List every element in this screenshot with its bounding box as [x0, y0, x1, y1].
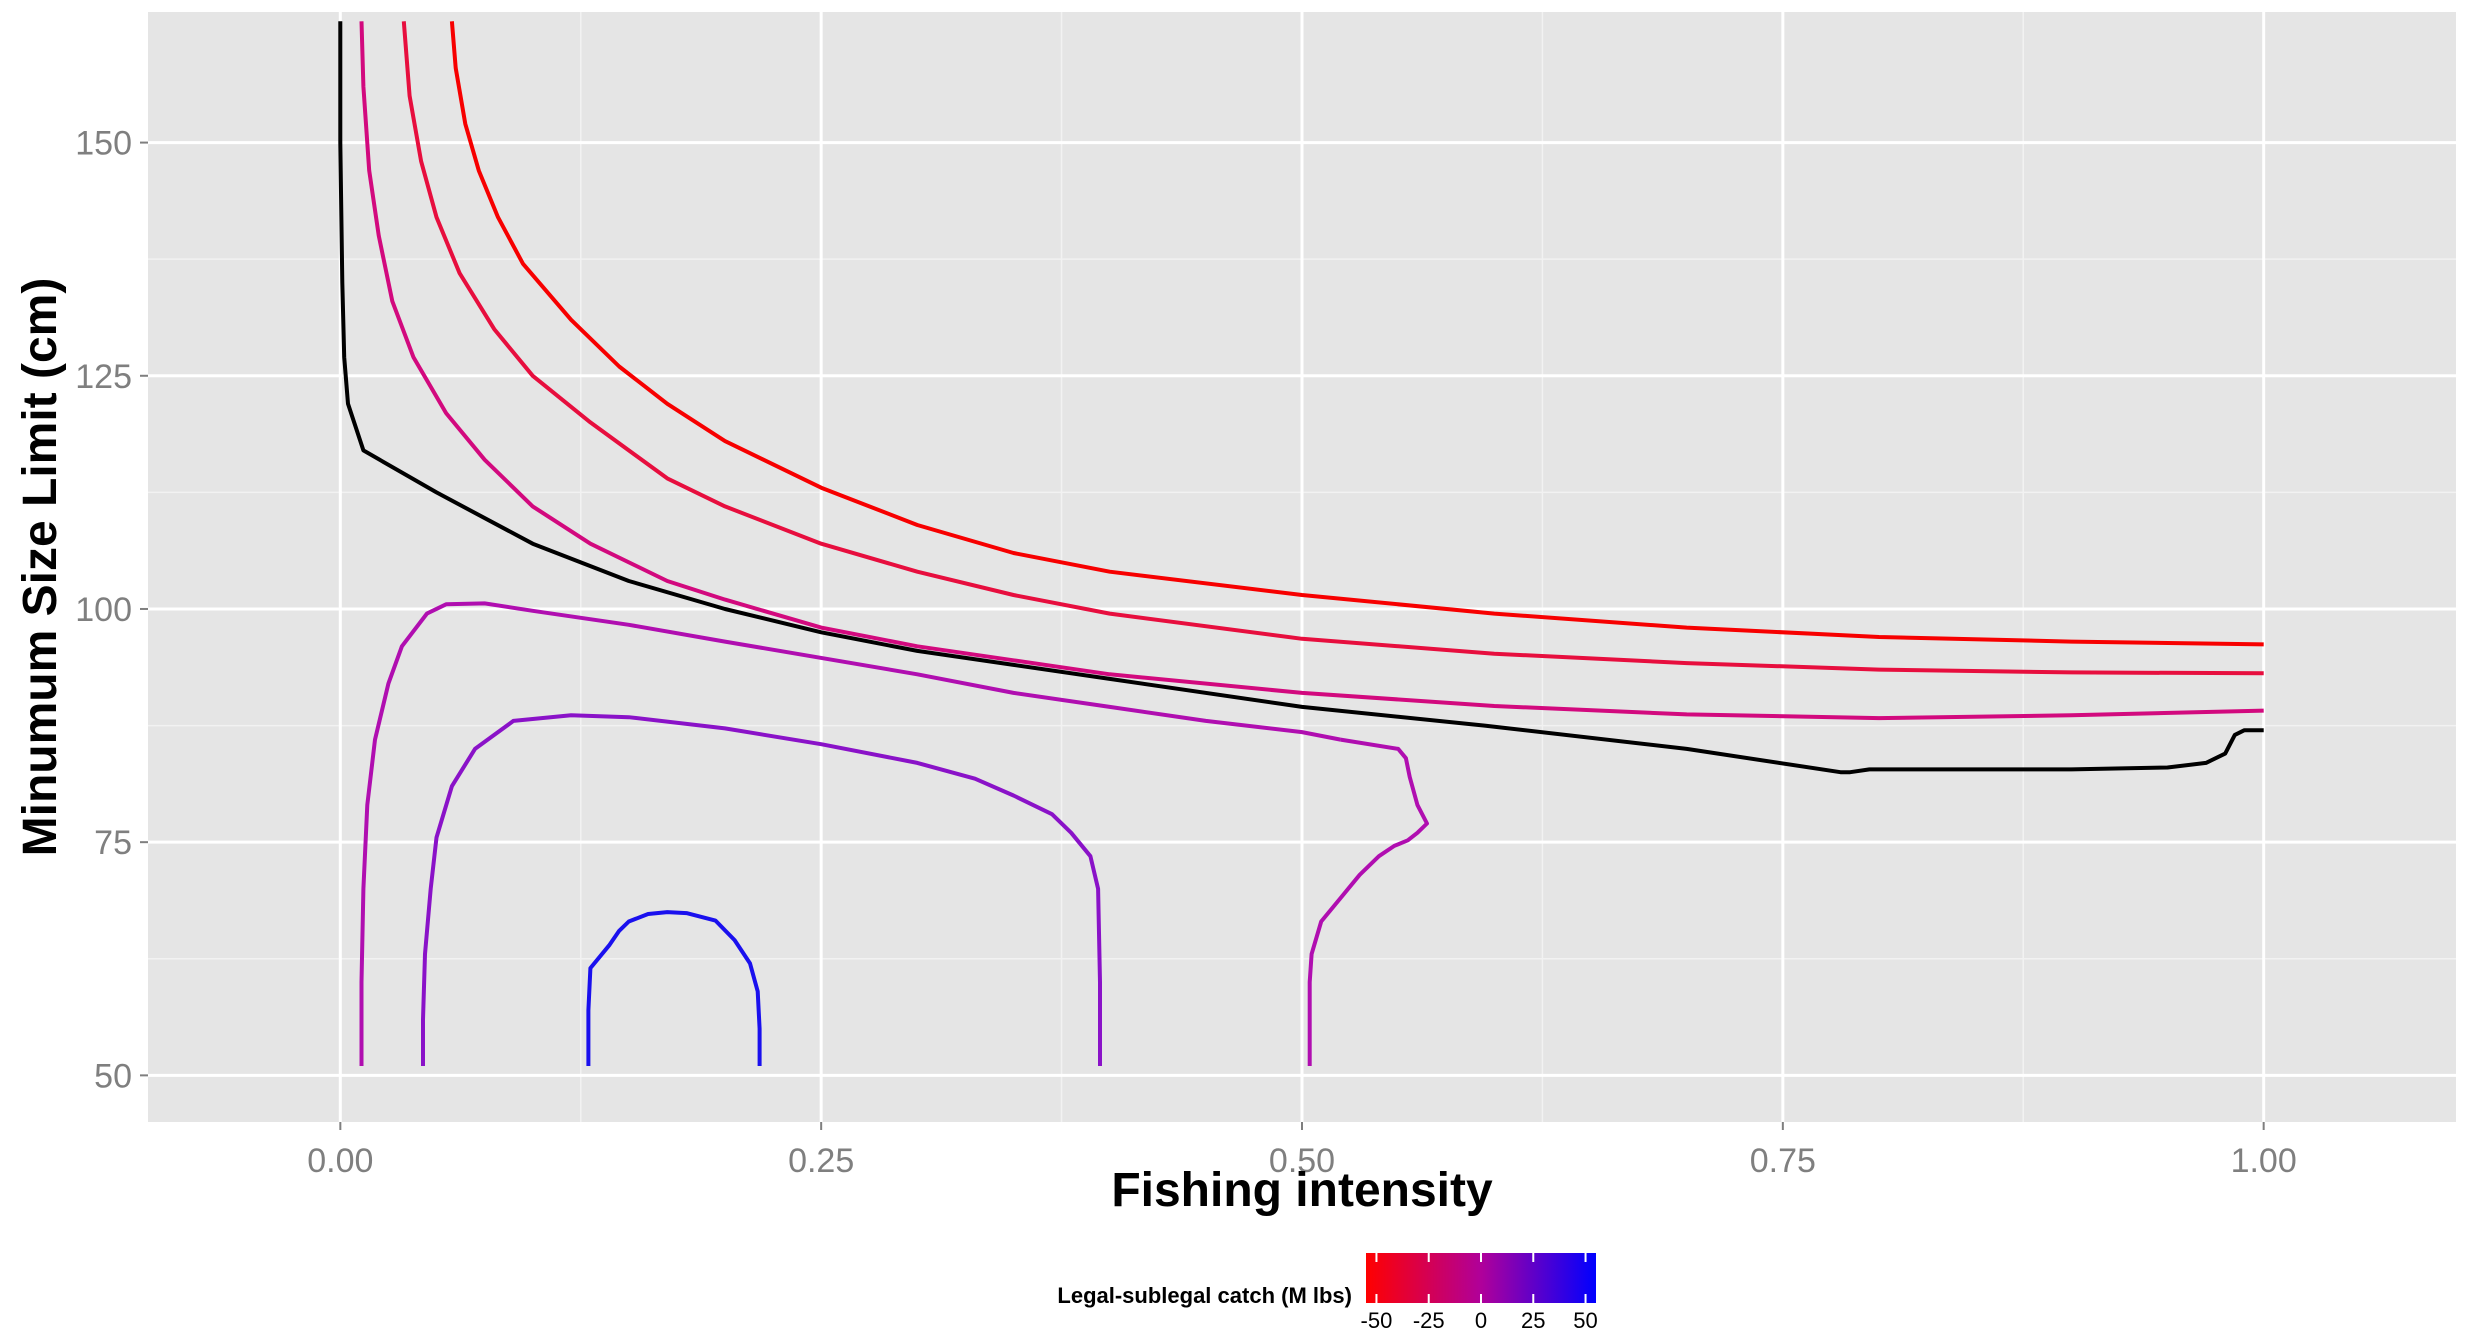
legend-tick-label: 0 [1475, 1308, 1487, 1333]
legend: Legal-sublegal catch (M lbs) -50 -25 0 25 50 [1057, 1253, 1598, 1333]
x-tick-label: 0.50 [1269, 1142, 1335, 1180]
y-tick-label: 75 [94, 824, 132, 862]
contour-line-level-50 [586, 910, 762, 1066]
x-tick-label: 0.00 [307, 1142, 373, 1180]
legend-title: Legal-sublegal catch (M lbs) [1057, 1283, 1352, 1308]
contour-line-level-12 [359, 601, 1341, 1066]
legend-tick-label: 25 [1521, 1308, 1545, 1333]
x-tick-label: 1.00 [2231, 1142, 2297, 1180]
contour-line-level-25 [421, 713, 1102, 1066]
y-tick-label: 100 [75, 591, 132, 629]
y-tick-label: 125 [75, 358, 132, 396]
legend-ticks: -50 -25 0 25 50 [1361, 1253, 1598, 1333]
legend-tick-label: -25 [1413, 1308, 1445, 1333]
x-axis-title: Fishing intensity [1111, 1164, 1493, 1217]
contour-lines [338, 21, 2264, 1066]
x-axis-ticks: 0.00 0.25 0.50 0.75 1.00 [307, 1122, 2297, 1180]
legend-tick-label: -50 [1361, 1308, 1393, 1333]
x-tick-label: 0.75 [1750, 1142, 1816, 1180]
y-tick-label: 150 [75, 125, 132, 163]
y-axis-ticks: 50 75 100 125 150 [75, 125, 148, 1095]
contour-line-level-12 [1307, 737, 1429, 1066]
contour-line-level-neg25 [359, 21, 2264, 721]
x-tick-label: 0.25 [788, 1142, 854, 1180]
y-tick-label: 50 [94, 1057, 132, 1095]
legend-tick-label: 50 [1573, 1308, 1597, 1333]
contour-line-level-0 [338, 21, 2264, 775]
contour-line-level-neg50 [449, 21, 2264, 647]
contour-line-level-neg40 [401, 21, 2264, 676]
y-axis-title: Minumum Size Limit (cm) [14, 278, 67, 857]
